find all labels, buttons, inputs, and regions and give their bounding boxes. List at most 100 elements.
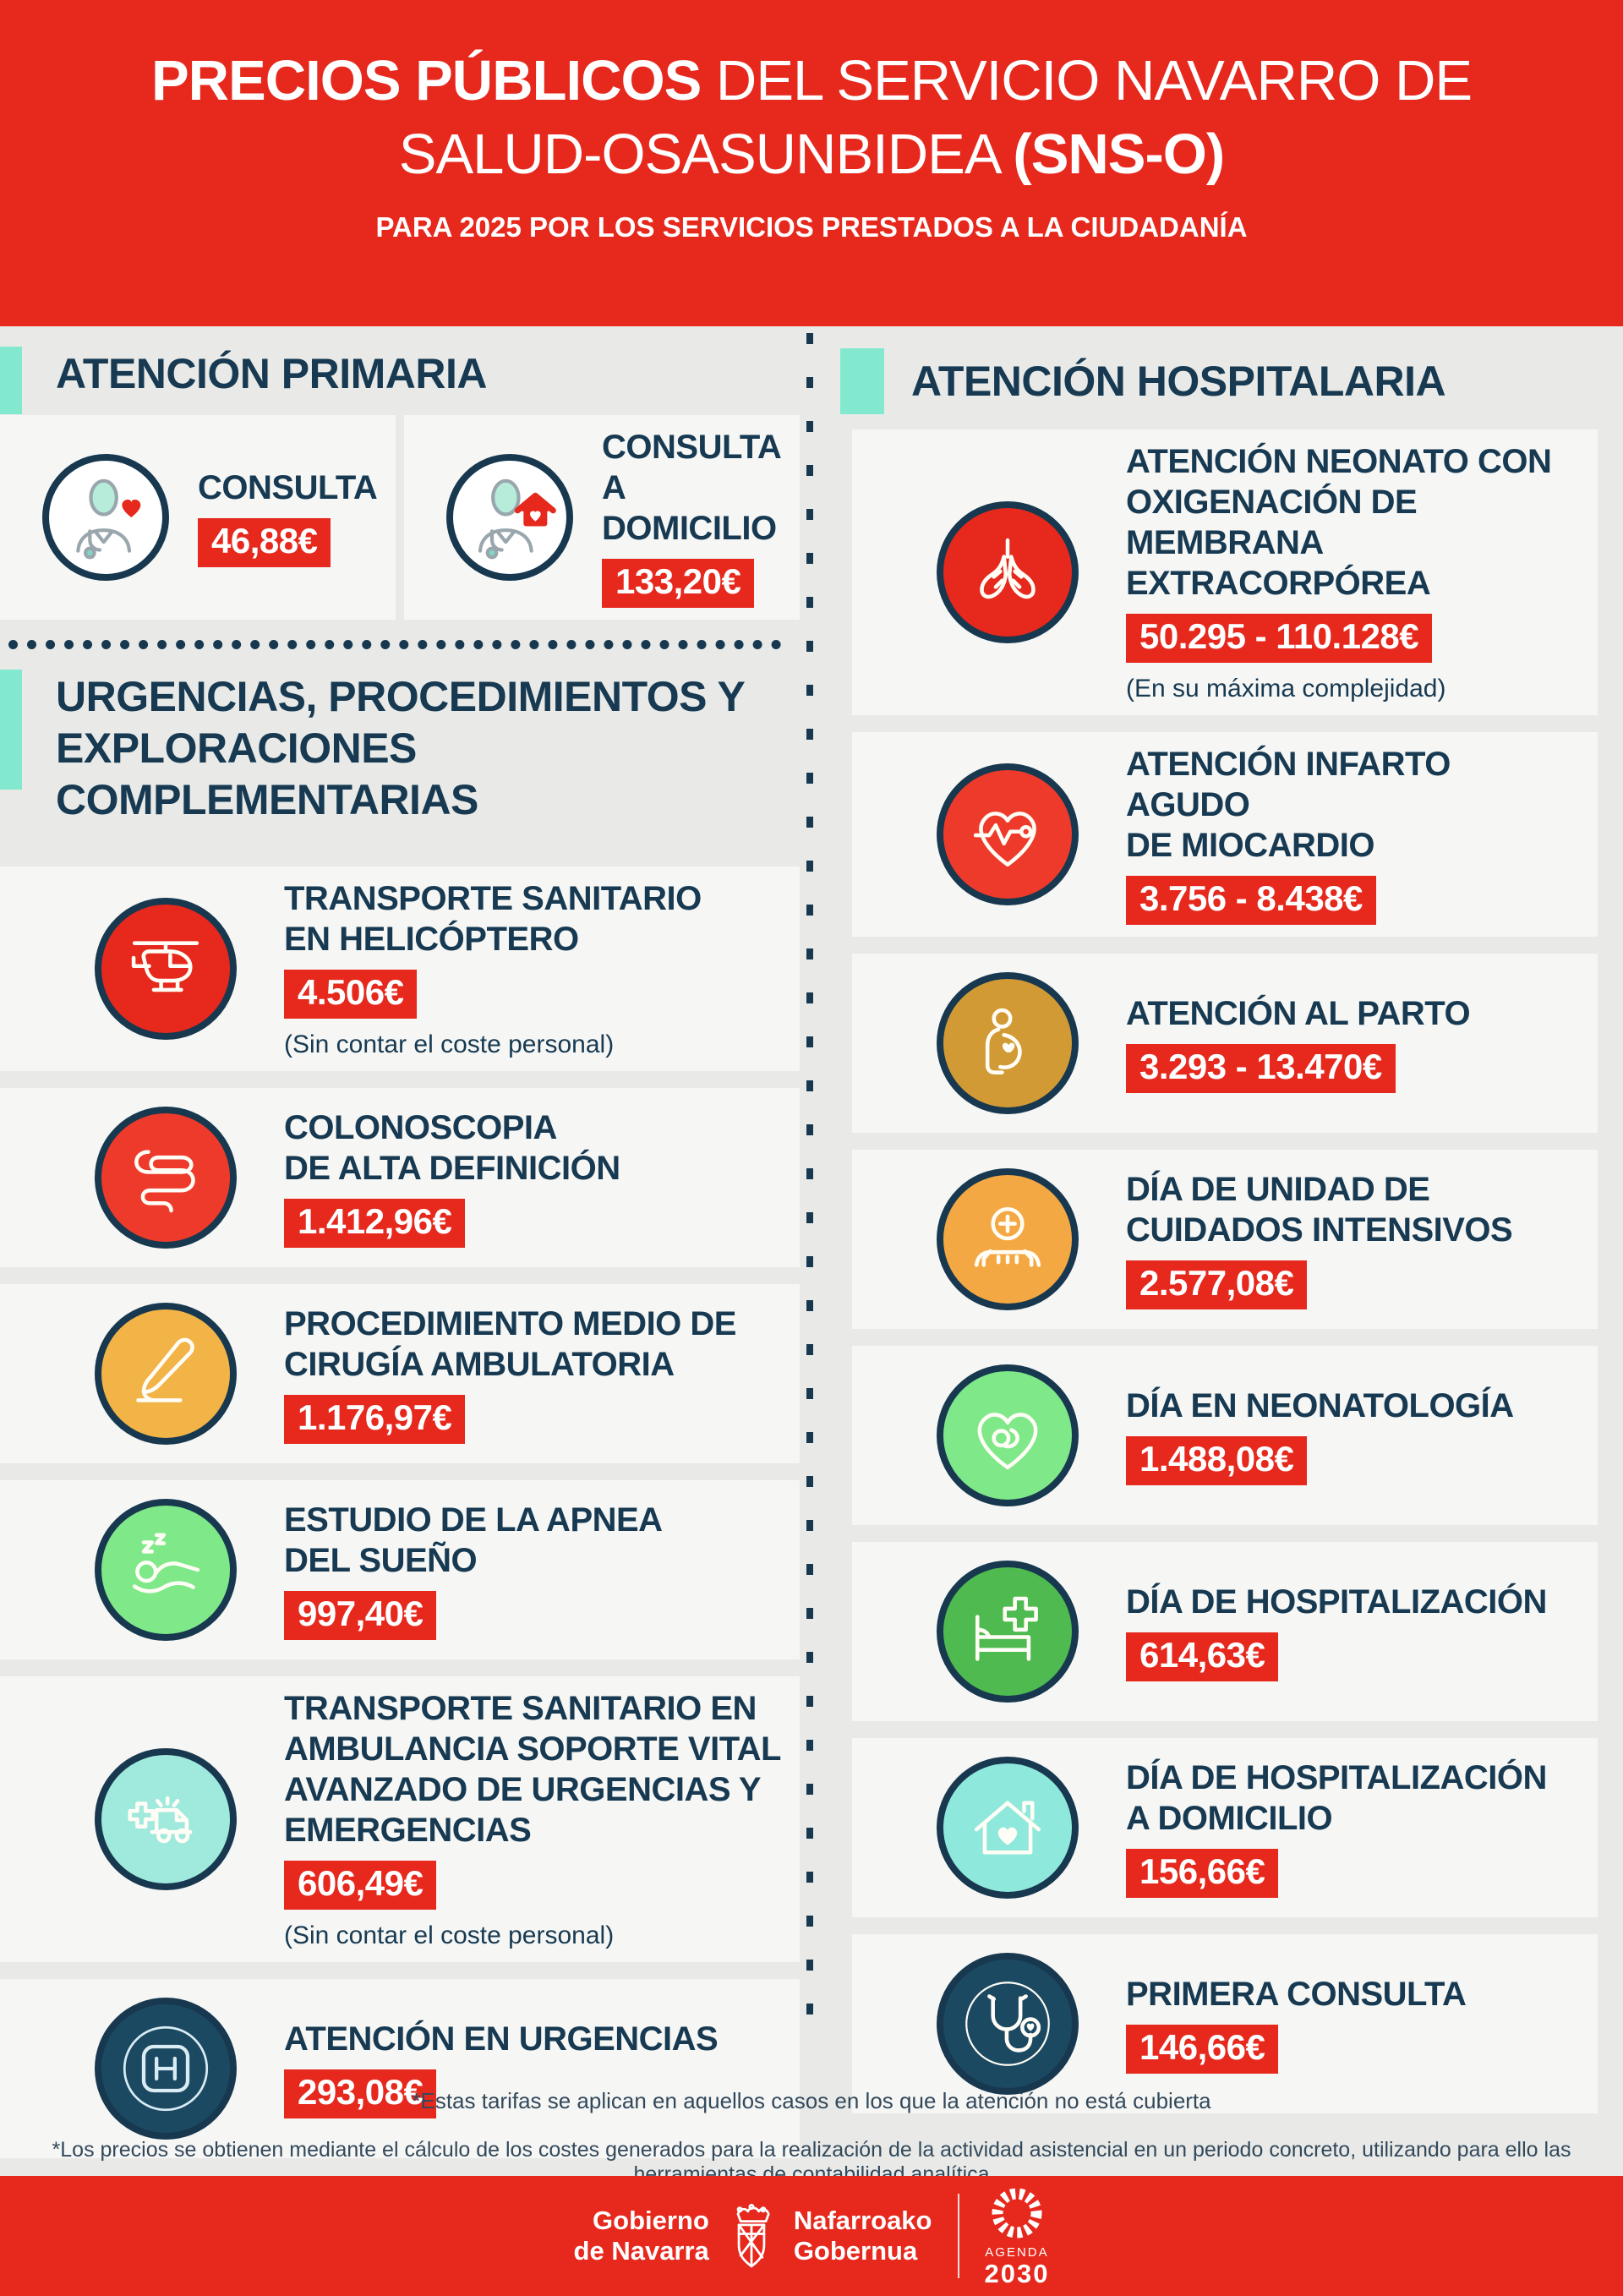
agenda-2030-logo: AGENDA 2030 [985,2185,1050,2287]
item-text: ATENCIÓN INFARTO AGUDO DE MIOCARDIO 3.75… [1126,744,1581,925]
column-right: ATENCIÓN HOSPITALARIA ATENCIÓN NEONATO C… [813,326,1623,2130]
item-text: DÍA DE HOSPITALIZACIÓN 614,63€ [1126,1582,1547,1681]
title-regular-part2: SALUD-OSASUNBIDEA [398,123,1014,187]
price-badge: 3.293 - 13.470€ [1126,1044,1396,1093]
ambulance-icon [95,1748,237,1890]
item-text: CONSULTA 46,88€ [198,467,378,567]
hospital-h-icon [95,1998,237,2140]
house-heart-icon [937,1757,1079,1899]
footnote-2: *Los precios se obtienen mediante el cál… [52,2138,1571,2186]
page-title-line2: SALUD-OSASUNBIDEA (SNS-O) [0,118,1623,191]
section-title-text: ATENCIÓN HOSPITALARIA [911,358,1446,405]
item-note: (Sin contar el coste personal) [284,1922,615,1949]
header-banner: PRECIOS PÚBLICOS DEL SERVICIO NAVARRO DE… [0,0,1623,326]
stethoscope-icon [937,1953,1079,2095]
list-item-apnea: ESTUDIO DE LA APNEA DEL SUEÑO 997,40€ [0,1480,800,1659]
horizontal-dotted-divider [8,640,781,649]
list-item-ambulancia: TRANSPORTE SANITARIO EN AMBULANCIA SOPOR… [0,1676,800,1962]
list-item-parto: ATENCIÓN AL PARTO 3.293 - 13.470€ [852,954,1598,1133]
item-title: ATENCIÓN AL PARTO [1126,995,1471,1032]
item-title: CONSULTA [198,469,378,506]
list-item-colonoscopia: COLONOSCOPIA DE ALTA DEFINICIÓN 1.412,96… [0,1088,800,1267]
item-text: COLONOSCOPIA DE ALTA DEFINICIÓN 1.412,96… [284,1107,620,1248]
hands-cross-icon [937,1168,1079,1310]
item-text: DÍA DE HOSPITALIZACIÓN A DOMICILIO 156,6… [1126,1758,1547,1898]
price-badge: 50.295 - 110.128€ [1126,614,1433,663]
gov-navarra-label-es: Gobierno de Navarra [573,2206,709,2266]
footnotes: *Estas tarifas se aplican en aquellos ca… [0,2071,1623,2186]
sleep-icon [95,1499,237,1641]
page-title-line1: PRECIOS PÚBLICOS DEL SERVICIO NAVARRO DE [0,44,1623,118]
list-item-urgencias: ATENCIÓN EN URGENCIAS 293,08€ [0,1979,800,2158]
item-title: TRANSPORTE SANITARIO EN HELICÓPTERO [284,880,702,958]
price-badge: 614,63€ [1126,1632,1279,1681]
title-regular-part: DEL SERVICIO NAVARRO DE [701,49,1473,112]
item-title: ATENCIÓN EN URGENCIAS [284,2020,719,2058]
item-note: (Sin contar el coste personal) [284,1030,615,1058]
item-text: CONSULTA A DOMICILIO 133,20€ [602,427,791,608]
vertical-dotted-divider [806,333,813,2025]
scalpel-icon [95,1303,237,1445]
gov-navarra-label-eu: Nafarroako Gobernua [793,2206,932,2266]
title-bold-part: PRECIOS PÚBLICOS [150,49,702,112]
item-text: TRANSPORTE SANITARIO EN AMBULANCIA SOPOR… [284,1688,781,1950]
price-badge: 3.756 - 8.438€ [1126,876,1376,925]
item-text: ATENCIÓN NEONATO CON OXIGENACIÓN DE MEMB… [1126,441,1581,703]
page-subtitle: PARA 2025 POR LOS SERVICIOS PRESTADOS A … [375,211,1248,243]
item-title: ATENCIÓN INFARTO AGUDO DE MIOCARDIO [1126,746,1451,864]
government-logo: Gobierno de Navarra Nafarroako Gobernua [574,2200,932,2272]
price-badge: 997,40€ [284,1591,437,1640]
list-item-hospitalizacion: DÍA DE HOSPITALIZACIÓN 614,63€ [852,1542,1598,1721]
item-title: CONSULTA A DOMICILIO [602,429,782,547]
item-text: PRIMERA CONSULTA 146,66€ [1126,1974,1467,2074]
footer-bar: Gobierno de Navarra Nafarroako Gobernua … [0,2176,1623,2296]
section-title-atencion-hospitalaria: ATENCIÓN HOSPITALARIA [840,348,1623,414]
list-item-neonato-ecmo: ATENCIÓN NEONATO CON OXIGENACIÓN DE MEMB… [852,429,1598,715]
list-item-neonatologia: DÍA EN NEONATOLOGÍA 1.488,08€ [852,1346,1598,1525]
pregnant-icon [937,972,1079,1114]
price-badge: 606,49€ [284,1861,437,1910]
price-badge: 1.488,08€ [1126,1436,1308,1485]
item-title: ATENCIÓN NEONATO CON OXIGENACIÓN DE MEMB… [1126,443,1552,602]
price-badge: 2.577,08€ [1126,1260,1308,1309]
item-title: ESTUDIO DE LA APNEA DEL SUEÑO [284,1501,663,1579]
item-title: DÍA DE UNIDAD DE CUIDADOS INTENSIVOS [1126,1171,1513,1249]
price-badge: 1.176,97€ [284,1395,466,1444]
item-text: PROCEDIMIENTO MEDIO DE CIRUGÍA AMBULATOR… [284,1304,736,1444]
helicopter-icon [95,898,237,1040]
price-badge: 4.506€ [284,970,418,1019]
heart-pulse-icon [937,763,1079,905]
agenda-year: 2030 [984,2259,1050,2288]
doctor-heart-icon [42,454,169,581]
price-badge: 146,66€ [1126,2025,1279,2074]
item-note: (En su máxima complejidad) [1126,675,1446,702]
section-title-urgencias: URGENCIAS, PROCEDIMIENTOS Y EXPLORACIONE… [0,670,806,826]
agenda-label: AGENDA [985,2245,1049,2260]
list-item-consulta-domicilio: CONSULTA A DOMICILIO 133,20€ [404,415,800,620]
price-badge: 1.412,96€ [284,1199,466,1248]
item-title: DÍA DE HOSPITALIZACIÓN A DOMICILIO [1126,1759,1547,1837]
footer-divider [957,2194,959,2278]
item-title: DÍA DE HOSPITALIZACIÓN [1126,1583,1547,1621]
item-text: DÍA DE UNIDAD DE CUIDADOS INTENSIVOS 2.5… [1126,1169,1513,1309]
list-item-helicoptero: TRANSPORTE SANITARIO EN HELICÓPTERO 4.50… [0,866,800,1071]
agenda-ring-icon [992,2188,1042,2239]
list-item-infarto: ATENCIÓN INFARTO AGUDO DE MIOCARDIO 3.75… [852,732,1598,937]
item-title: COLONOSCOPIA DE ALTA DEFINICIÓN [284,1109,620,1187]
footnote-1: *Estas tarifas se aplican en aquellos ca… [412,2088,1211,2113]
item-title: PRIMERA CONSULTA [1126,1976,1467,2013]
title-bold-part2: (SNS-O) [1013,123,1225,187]
column-left: ATENCIÓN PRIMARIA CONS [0,326,806,2175]
item-title: DÍA EN NEONATOLOGÍA [1126,1387,1514,1424]
section-title-atencion-primaria: ATENCIÓN PRIMARIA [0,347,806,414]
navarra-crest-icon [724,2200,779,2272]
list-item-primera-consulta: PRIMERA CONSULTA 146,66€ [852,1934,1598,2113]
heart-baby-icon [937,1364,1079,1506]
lungs-icon [937,501,1079,643]
item-text: TRANSPORTE SANITARIO EN HELICÓPTERO 4.50… [284,878,702,1059]
item-text: DÍA EN NEONATOLOGÍA 1.488,08€ [1126,1386,1514,1485]
item-title: TRANSPORTE SANITARIO EN AMBULANCIA SOPOR… [284,1690,781,1849]
price-badge: 133,20€ [602,559,755,608]
list-item-uci: DÍA DE UNIDAD DE CUIDADOS INTENSIVOS 2.5… [852,1150,1598,1329]
